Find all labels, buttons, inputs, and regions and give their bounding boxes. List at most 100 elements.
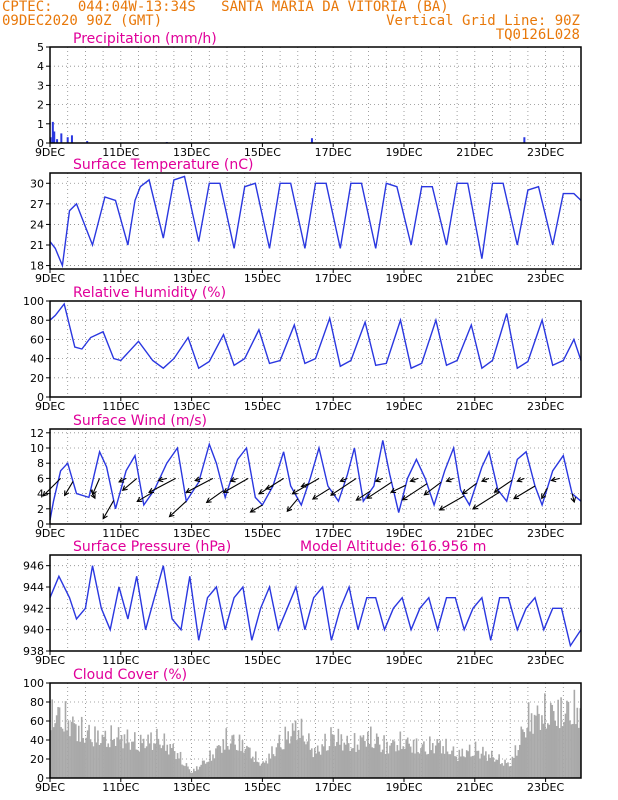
cloud-cover-bar: [75, 724, 77, 778]
cloud-cover-bar: [234, 744, 236, 778]
x-tick-label: 21DEC: [456, 272, 493, 285]
cloud-cover-bar: [160, 748, 163, 778]
cloud-cover-bar: [470, 756, 472, 778]
cloud-cover-bar: [244, 748, 247, 778]
cloud-cover-bar: [462, 756, 465, 778]
cloud-cover-bar: [446, 751, 449, 778]
cloud-cover-bar: [259, 765, 261, 778]
cloud-cover-bar: [117, 727, 120, 778]
cloud-cover-bar: [489, 757, 492, 778]
cloud-cover-bar: [66, 730, 68, 778]
x-tick-label: 17DEC: [315, 272, 352, 285]
cloud-cover-bar: [368, 743, 371, 778]
cloud-cover-bar: [524, 737, 527, 778]
x-tick-label: 21DEC: [456, 146, 493, 159]
cloud-cover-bar: [393, 741, 396, 778]
cloud-cover-bar: [179, 751, 182, 778]
cloud-cover-bar: [457, 760, 459, 778]
cloud-cover-bar: [164, 750, 167, 778]
precipitation-bar: [66, 137, 69, 143]
cloud-cover-bar: [324, 733, 326, 778]
temperature-title: Surface Temperature (nC): [73, 157, 254, 173]
wind-vector-head: [90, 493, 96, 500]
cloud-cover-bar: [268, 753, 270, 778]
cloud-cover-bar: [551, 704, 554, 778]
cloud-cover-bar: [85, 737, 87, 778]
y-tick-label: 8: [37, 457, 44, 470]
cloud-title: Cloud Cover (%): [73, 667, 187, 683]
cloud-cover-bar: [347, 743, 350, 778]
cloud-cover-bar: [105, 746, 108, 778]
x-tick-label: 15DEC: [244, 781, 281, 794]
cloud-cover-bar: [499, 764, 502, 778]
wind-vector-arrow: [340, 477, 348, 482]
cloud-cover-bar: [530, 713, 533, 778]
wind-vector-head: [570, 497, 577, 504]
wind-vector-arrow: [541, 487, 548, 499]
cloud-cover-bar: [340, 734, 343, 778]
cloud-cover-bar: [308, 733, 310, 778]
cloud-cover-bar: [476, 750, 478, 778]
y-tick-label: 80: [30, 696, 44, 709]
wind-vector-arrow: [250, 504, 263, 513]
x-tick-label: 9DEC: [35, 527, 65, 540]
cloud-cover-bar: [337, 728, 340, 778]
wind-vector-arrow: [148, 477, 176, 493]
cloud-cover-bar: [380, 752, 382, 778]
precipitation-bar: [53, 131, 56, 143]
cloud-cover-bar: [364, 740, 366, 778]
cloud-cover-bar: [271, 746, 273, 778]
cloud-cover-bar: [367, 731, 369, 778]
cloud-cover-bar: [517, 750, 520, 778]
wind-vector-arrow: [158, 477, 167, 482]
y-tick-label: 4: [37, 488, 44, 501]
wind-vector-arrow: [517, 477, 525, 482]
cloud-cover-bar: [285, 739, 288, 778]
cloud-cover-bar: [521, 729, 524, 778]
cloud-cover-bar: [269, 758, 272, 778]
precipitation-bar: [70, 135, 73, 143]
cloud-cover-bar: [448, 754, 450, 778]
cloud-cover-bar: [200, 764, 202, 778]
wind-vector-head: [374, 476, 381, 483]
cloud-cover-bar: [454, 756, 456, 778]
cloud-cover-bar: [538, 713, 540, 778]
cloud-cover-bar: [336, 742, 338, 778]
y-tick-label: 6: [37, 472, 44, 485]
cloud-cover-bar: [260, 763, 263, 778]
cloud-cover-bar: [225, 728, 228, 778]
cloud-cover-bar: [172, 743, 174, 778]
x-tick-label: 19DEC: [385, 272, 422, 285]
cloud-cover-bar: [502, 765, 505, 778]
temperature-line: [49, 175, 582, 269]
wind-vector-head: [222, 487, 229, 493]
cloud-cover-bar: [113, 738, 115, 778]
wind-vector-arrow: [375, 477, 383, 482]
cloud-cover-bar: [151, 749, 154, 778]
cloud-cover-bar: [564, 713, 567, 778]
cloud-cover-bar: [377, 736, 379, 778]
cloud-cover-bar: [101, 734, 104, 778]
wind-vector-arrow: [64, 481, 74, 496]
cloud-cover-bar: [408, 743, 410, 778]
cloud-cover-bar: [58, 707, 61, 778]
cloud-cover-bar: [341, 750, 344, 778]
y-tick-label: 30: [30, 177, 44, 190]
x-tick-label: 17DEC: [315, 400, 352, 413]
cloud-cover-bar: [257, 762, 260, 778]
cloud-cover-bar: [316, 745, 319, 778]
wind-vector-arrow: [169, 500, 187, 518]
cloud-panel: 0 20 40 60 80 100 9DEC 11DEC 13DEC 15DEC 17DEC 19DE…: [23, 667, 582, 794]
cloud-cover-bar: [468, 744, 471, 778]
cloud-cover-bar: [134, 732, 136, 778]
y-tick-label: 20: [30, 753, 44, 766]
cloud-cover-bar: [396, 745, 399, 778]
cloud-cover-bar: [79, 741, 82, 778]
cloud-cover-bar: [240, 751, 242, 778]
wind-vector-arrow: [136, 491, 153, 502]
cloud-cover-bar: [493, 761, 496, 778]
precipitation-bar: [310, 138, 313, 143]
cloud-cover-bar: [126, 729, 129, 778]
wind-vector-arrow: [366, 481, 392, 499]
y-tick-label: 100: [23, 677, 44, 690]
